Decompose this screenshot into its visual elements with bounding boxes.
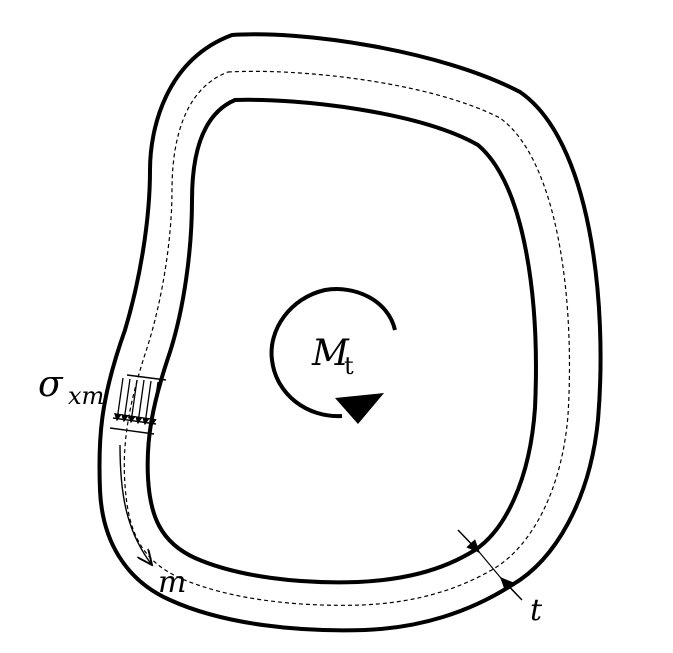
moment-subscript-label: t: [344, 352, 354, 380]
stress-arrow: [128, 379, 138, 424]
centerline-coordinate-label: m: [158, 565, 186, 600]
inner-wall-boundary: [145, 97, 538, 585]
stress-arrow: [135, 379, 145, 425]
stress-arrow: [142, 380, 152, 426]
m-coordinate-arrow: [119, 444, 152, 565]
stress-arrow: [121, 378, 131, 423]
stress-symbol-label: σ: [38, 364, 64, 405]
thickness-dimension: [457, 529, 523, 601]
wall-centerline: [123, 70, 571, 606]
stress-subscript-label: xm: [68, 382, 104, 410]
stress-arrow: [114, 377, 124, 422]
stress-arrow: [149, 381, 159, 427]
outer-wall-boundary: [97, 32, 603, 633]
stress-element: [109, 374, 167, 435]
torsion-moment-arrow: [269, 287, 397, 424]
moment-symbol-label: M: [311, 333, 350, 374]
thickness-label: t: [530, 593, 543, 628]
torsion-arrowhead: [335, 393, 384, 424]
